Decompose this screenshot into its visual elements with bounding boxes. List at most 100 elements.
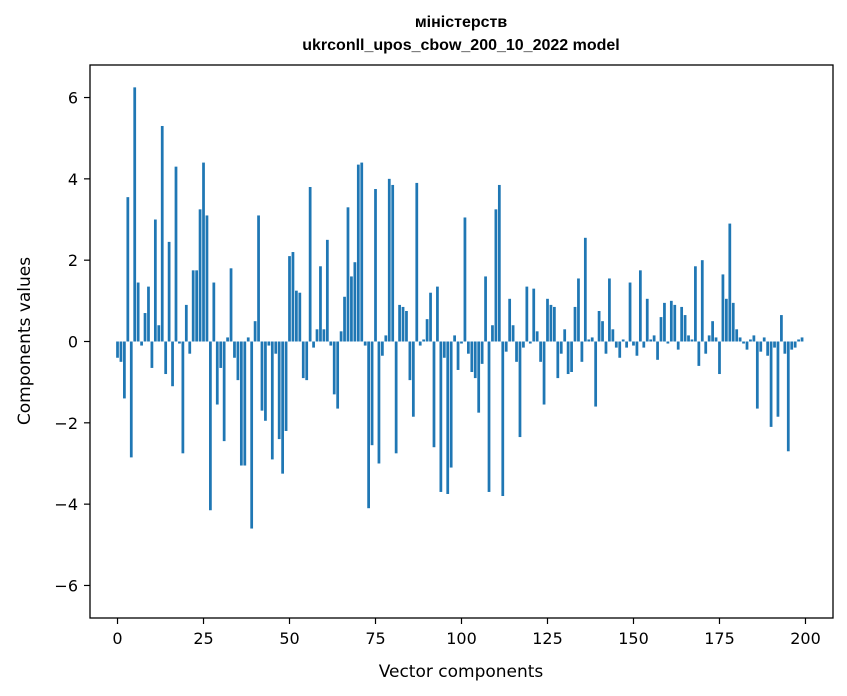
bar-95 bbox=[442, 341, 446, 358]
bar-32 bbox=[226, 337, 229, 342]
bar-101 bbox=[463, 217, 467, 342]
bar-4 bbox=[129, 341, 133, 458]
bar-164 bbox=[680, 306, 684, 342]
y-tick-label: 4 bbox=[68, 170, 78, 189]
bar-129 bbox=[559, 341, 563, 354]
bar-174 bbox=[714, 337, 718, 342]
x-tick-label: 0 bbox=[112, 629, 122, 648]
bar-89 bbox=[422, 339, 426, 342]
bar-0 bbox=[116, 341, 119, 358]
bar-188 bbox=[762, 337, 766, 342]
bar-118 bbox=[522, 341, 525, 348]
bar-146 bbox=[618, 341, 622, 358]
bar-7 bbox=[140, 341, 143, 346]
bar-31 bbox=[222, 341, 226, 442]
bar-120 bbox=[528, 341, 532, 344]
bar-40 bbox=[253, 321, 257, 342]
chart-title-line-1: міністерств bbox=[415, 14, 508, 31]
bar-96 bbox=[446, 341, 450, 494]
y-tick-label: −4 bbox=[54, 495, 78, 514]
y-tick-label: −2 bbox=[54, 414, 78, 433]
x-tick-label: 125 bbox=[532, 629, 563, 648]
bar-47 bbox=[277, 341, 281, 440]
bar-102 bbox=[467, 341, 470, 354]
bar-126 bbox=[549, 304, 553, 342]
bar-163 bbox=[676, 341, 680, 350]
bar-109 bbox=[491, 325, 494, 342]
bar-57 bbox=[312, 341, 315, 348]
bar-159 bbox=[663, 302, 666, 342]
bar-115 bbox=[511, 325, 515, 342]
bar-85 bbox=[408, 341, 412, 381]
bar-30 bbox=[219, 341, 223, 368]
bar-123 bbox=[539, 341, 542, 362]
bar-140 bbox=[597, 311, 601, 342]
x-axis-ticks: 0 25 50 75 100 125 150 175 200 bbox=[112, 618, 821, 648]
bar-131 bbox=[566, 341, 570, 375]
bar-92 bbox=[432, 341, 436, 448]
bar-53 bbox=[298, 292, 302, 342]
bar-125 bbox=[546, 298, 549, 342]
bar-108 bbox=[487, 341, 491, 492]
bar-130 bbox=[563, 329, 567, 342]
bar-153 bbox=[642, 341, 646, 348]
bar-196 bbox=[790, 341, 794, 350]
bar-192 bbox=[776, 341, 780, 417]
bar-168 bbox=[694, 266, 697, 342]
bar-38 bbox=[246, 337, 250, 342]
bar-22 bbox=[191, 270, 195, 342]
bar-136 bbox=[583, 237, 587, 342]
bar-194 bbox=[783, 341, 787, 354]
bar-173 bbox=[711, 321, 714, 342]
bar-87 bbox=[415, 182, 419, 342]
bar-189 bbox=[766, 341, 770, 356]
plot-area-frame bbox=[89, 64, 834, 619]
bar-63 bbox=[332, 341, 336, 395]
bar-24 bbox=[198, 209, 202, 342]
bar-191 bbox=[773, 341, 776, 348]
bar-5 bbox=[133, 87, 137, 342]
bar-114 bbox=[508, 298, 512, 342]
chart-title-line-2: ukrconll_upos_cbow_200_10_2022 model bbox=[302, 37, 619, 54]
bar-138 bbox=[590, 337, 594, 342]
bar-21 bbox=[188, 341, 192, 354]
bar-60 bbox=[322, 329, 326, 342]
bar-143 bbox=[608, 278, 611, 342]
bar-178 bbox=[728, 223, 732, 342]
bar-6 bbox=[136, 282, 140, 342]
bar-135 bbox=[580, 341, 584, 362]
bar-181 bbox=[738, 337, 742, 342]
bar-148 bbox=[625, 341, 628, 348]
x-tick-label: 175 bbox=[704, 629, 735, 648]
bar-142 bbox=[604, 341, 608, 354]
bar-134 bbox=[577, 278, 580, 342]
bar-14 bbox=[164, 341, 168, 375]
bar-51 bbox=[291, 252, 295, 342]
bar-169 bbox=[697, 341, 701, 366]
bar-91 bbox=[429, 292, 432, 342]
bar-128 bbox=[556, 341, 560, 379]
y-tick-label: 0 bbox=[68, 333, 78, 352]
bar-35 bbox=[236, 341, 240, 381]
bar-170 bbox=[700, 260, 704, 342]
bar-103 bbox=[470, 341, 474, 372]
bar-154 bbox=[645, 298, 649, 342]
bar-156 bbox=[652, 335, 656, 342]
bar-94 bbox=[439, 341, 443, 492]
bar-107 bbox=[484, 276, 487, 342]
bar-106 bbox=[480, 341, 484, 364]
bar-144 bbox=[611, 329, 615, 342]
bar-20 bbox=[184, 304, 188, 342]
bar-157 bbox=[656, 341, 659, 360]
bar-80 bbox=[391, 184, 395, 342]
bar-104 bbox=[473, 341, 477, 379]
bar-33 bbox=[229, 268, 233, 342]
bar-36 bbox=[239, 341, 243, 466]
bar-141 bbox=[601, 321, 604, 342]
bar-28 bbox=[212, 282, 216, 342]
bar-18 bbox=[178, 341, 181, 344]
bar-127 bbox=[553, 306, 556, 342]
bar-78 bbox=[384, 335, 388, 342]
bar-61 bbox=[325, 239, 329, 342]
bar-65 bbox=[339, 331, 343, 342]
